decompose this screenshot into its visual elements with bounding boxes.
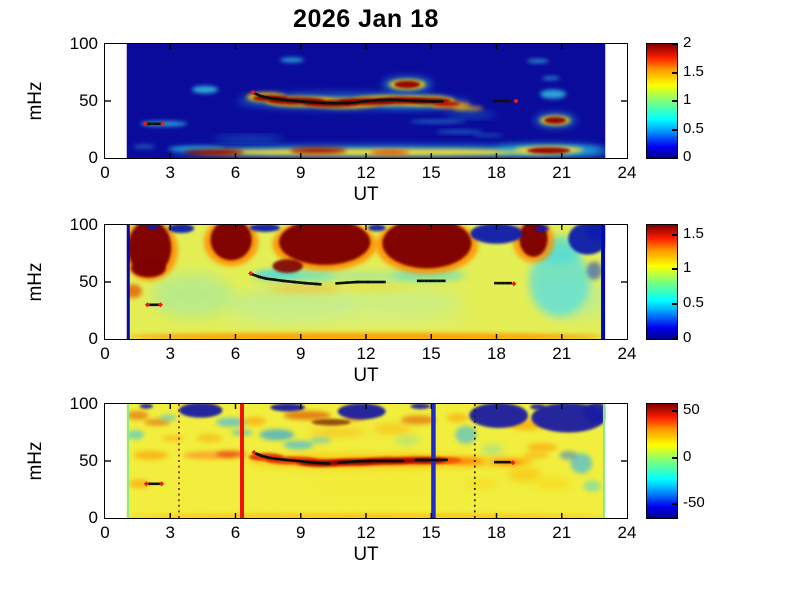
x-tick-label: 24 xyxy=(617,523,637,542)
x-tick-label: 15 xyxy=(421,163,441,182)
x-tick-label: 21 xyxy=(552,163,572,182)
x-tick-label: 9 xyxy=(296,344,306,363)
x-tick-label: 0 xyxy=(100,344,110,363)
colorbar-tick-mark xyxy=(672,338,677,340)
x-tick-label: 24 xyxy=(617,344,637,363)
spectrogram-image-3 xyxy=(105,404,627,518)
spectrogram-image-2 xyxy=(105,225,627,339)
y-tick-label: 50 xyxy=(79,272,98,291)
x-tick-label: 15 xyxy=(421,523,441,542)
figure-title: 2026 Jan 18 xyxy=(293,5,439,33)
y-tick-label: 0 xyxy=(88,148,98,167)
colorbar-tick-label: 1 xyxy=(683,91,692,108)
x-tick-label: 0 xyxy=(100,163,110,182)
colorbar-2 xyxy=(646,224,678,340)
colorbar-tick-label: -50 xyxy=(683,494,705,512)
x-tick-label: 9 xyxy=(296,163,306,182)
x-tick-label: 6 xyxy=(230,523,241,542)
y-axis-label: mHz xyxy=(25,81,46,121)
colorbar-tick-label: 0.5 xyxy=(683,294,704,312)
colorbar-tick-mark xyxy=(672,456,677,459)
plot-area-1 xyxy=(104,43,628,159)
colorbar-3 xyxy=(646,403,678,519)
x-tick-label: 15 xyxy=(421,344,441,363)
colorbar-tick-mark xyxy=(672,43,677,45)
colorbar-tick-label: 0 xyxy=(683,447,692,465)
x-tick-label: 18 xyxy=(487,344,506,363)
y-tick-label: 100 xyxy=(69,34,98,53)
x-tick-label: 24 xyxy=(617,163,637,182)
spectrogram-image-1 xyxy=(105,44,627,158)
y-tick-label: 100 xyxy=(69,215,98,234)
y-axis-label: mHz xyxy=(25,441,46,481)
x-tick-label: 3 xyxy=(165,523,175,542)
colorbar-tick-label: 1.5 xyxy=(683,62,704,80)
colorbar-tick-mark xyxy=(672,128,677,131)
colorbar-tick-mark xyxy=(672,100,677,102)
x-tick-label: 0 xyxy=(100,523,110,542)
colorbar-tick-mark xyxy=(672,233,677,236)
colorbar-tick-label: 1 xyxy=(683,259,692,277)
x-tick-label: 12 xyxy=(356,344,376,363)
x-tick-label: 21 xyxy=(552,523,572,542)
colorbar-tick-label: 0 xyxy=(683,329,692,346)
x-axis-label: UT xyxy=(353,184,379,205)
colorbar-tick-label: 2 xyxy=(683,34,692,51)
x-tick-label: 9 xyxy=(296,523,306,542)
x-tick-label: 6 xyxy=(230,163,241,182)
x-tick-label: 3 xyxy=(165,344,175,363)
colorbar-tick-label: 1.5 xyxy=(683,224,704,242)
y-tick-label: 50 xyxy=(79,451,98,470)
plot-area-2 xyxy=(104,224,628,340)
colorbar-tick-label: 50 xyxy=(683,401,700,419)
colorbar-tick-label: 0.5 xyxy=(683,119,704,137)
colorbar-tick-mark xyxy=(672,268,677,271)
x-tick-label: 18 xyxy=(487,523,506,542)
colorbar-tick-mark xyxy=(672,71,677,74)
y-axis-label: mHz xyxy=(25,262,46,302)
x-tick-label: 6 xyxy=(230,344,241,363)
x-tick-label: 12 xyxy=(356,523,376,542)
y-tick-label: 100 xyxy=(69,394,98,413)
colorbar-tick-mark xyxy=(672,503,677,506)
y-tick-label: 50 xyxy=(79,91,98,110)
x-axis-label: UT xyxy=(353,544,379,565)
plot-area-3 xyxy=(104,403,628,519)
colorbar-1 xyxy=(646,43,678,159)
colorbar-tick-mark xyxy=(672,157,677,159)
x-axis-label: UT xyxy=(353,365,379,386)
x-tick-label: 18 xyxy=(487,163,506,182)
y-tick-label: 0 xyxy=(88,329,98,348)
colorbar-tick-mark xyxy=(672,303,677,306)
y-tick-label: 0 xyxy=(88,508,98,527)
x-tick-label: 3 xyxy=(165,163,175,182)
x-tick-label: 21 xyxy=(552,344,572,363)
x-tick-label: 12 xyxy=(356,163,376,182)
colorbar-tick-label: 0 xyxy=(683,148,692,165)
colorbar-tick-mark xyxy=(672,410,677,413)
